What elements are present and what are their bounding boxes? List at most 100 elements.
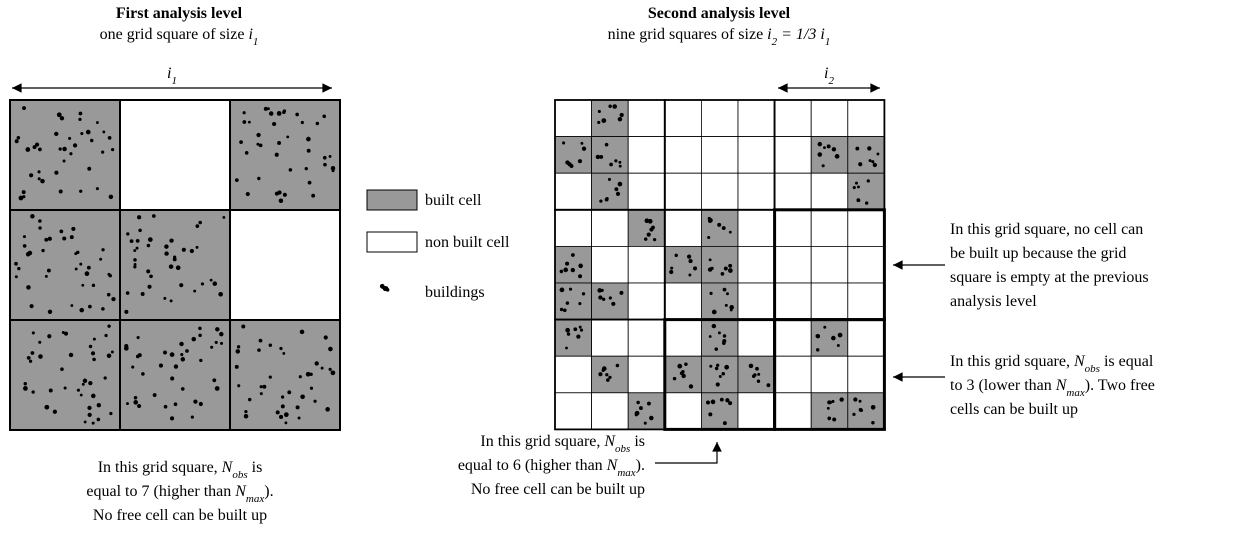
building: [381, 286, 385, 290]
building: [651, 225, 655, 230]
building: [853, 397, 858, 402]
building: [615, 191, 621, 196]
building: [832, 417, 837, 422]
building: [69, 235, 74, 240]
empty-cell: [737, 99, 775, 137]
empty-cell: [737, 245, 775, 284]
building: [80, 131, 84, 136]
building: [44, 237, 49, 242]
built-cell: [554, 245, 592, 284]
building: [78, 117, 82, 121]
building: [30, 214, 35, 219]
building: [26, 285, 31, 290]
building: [258, 338, 263, 343]
building: [684, 362, 688, 367]
building: [283, 412, 289, 418]
empty-cell: [701, 136, 739, 174]
building: [722, 338, 727, 344]
building: [826, 144, 831, 149]
building: [614, 159, 618, 163]
text-part: nine grid squares of size: [608, 26, 768, 43]
building: [180, 387, 185, 391]
building: [79, 262, 83, 266]
building: [295, 405, 300, 410]
building: [729, 308, 733, 312]
building: [599, 154, 604, 159]
building: [288, 168, 293, 172]
building: [709, 364, 713, 368]
building: [87, 405, 92, 411]
building: [858, 399, 862, 403]
building: [102, 130, 106, 134]
building: [47, 236, 52, 241]
building: [30, 351, 35, 355]
note-line: equal to 7 (higher than Nmax).: [86, 483, 273, 505]
building: [609, 162, 613, 167]
building: [871, 420, 875, 425]
building: [304, 166, 308, 171]
building: [608, 104, 612, 109]
note-line: square is empty at the previous: [950, 269, 1149, 286]
built-cell: [701, 245, 739, 284]
built-cell: [554, 136, 592, 174]
building: [578, 325, 582, 329]
building: [151, 214, 156, 218]
building: [44, 274, 48, 278]
building: [68, 136, 72, 140]
empty-cell: [774, 245, 812, 284]
built-cell: [701, 209, 739, 247]
empty-cell: [847, 355, 885, 394]
empty-cell: [627, 172, 666, 211]
building: [565, 160, 570, 165]
building: [239, 140, 243, 145]
building: [64, 331, 69, 336]
building: [597, 109, 601, 114]
left-subtitle: one grid square of size i1: [100, 26, 259, 48]
building: [88, 344, 93, 349]
building: [708, 258, 712, 262]
building: [185, 349, 189, 353]
text-part: N: [603, 433, 616, 450]
building: [103, 376, 107, 380]
building: [766, 383, 771, 388]
building: [198, 333, 202, 338]
building: [278, 414, 284, 420]
building: [70, 304, 74, 307]
building: [576, 334, 581, 339]
empty-cell: [774, 172, 812, 211]
empty-cell: [810, 99, 849, 137]
empty-cell: [627, 99, 666, 137]
building: [59, 116, 65, 121]
building: [606, 378, 610, 382]
building: [305, 371, 311, 377]
building: [565, 261, 570, 266]
building: [81, 382, 85, 386]
empty-cell: [664, 392, 702, 430]
empty-cell: [119, 99, 231, 211]
building: [79, 189, 83, 193]
empty-cell: [229, 209, 341, 321]
building: [274, 152, 279, 157]
building: [29, 173, 34, 178]
building: [639, 406, 643, 411]
text-part: In this grid square,: [98, 459, 222, 476]
empty-cell: [554, 209, 592, 247]
building: [29, 304, 34, 309]
building: [708, 218, 713, 223]
empty-cell: [774, 99, 812, 137]
empty-cell: [774, 136, 812, 174]
text-part: i: [824, 65, 828, 82]
empty-cell: [554, 172, 592, 211]
built-cell: [229, 319, 341, 431]
building: [137, 403, 142, 409]
built-cell: [119, 209, 231, 321]
building: [688, 384, 694, 389]
note-line: to 3 (lower than Nmax). Two free: [950, 377, 1155, 399]
building: [172, 257, 177, 262]
building: [146, 269, 151, 274]
building: [649, 415, 654, 421]
building: [719, 397, 724, 402]
building: [38, 226, 42, 230]
note-line: In this grid square, Nobs is: [480, 433, 645, 455]
